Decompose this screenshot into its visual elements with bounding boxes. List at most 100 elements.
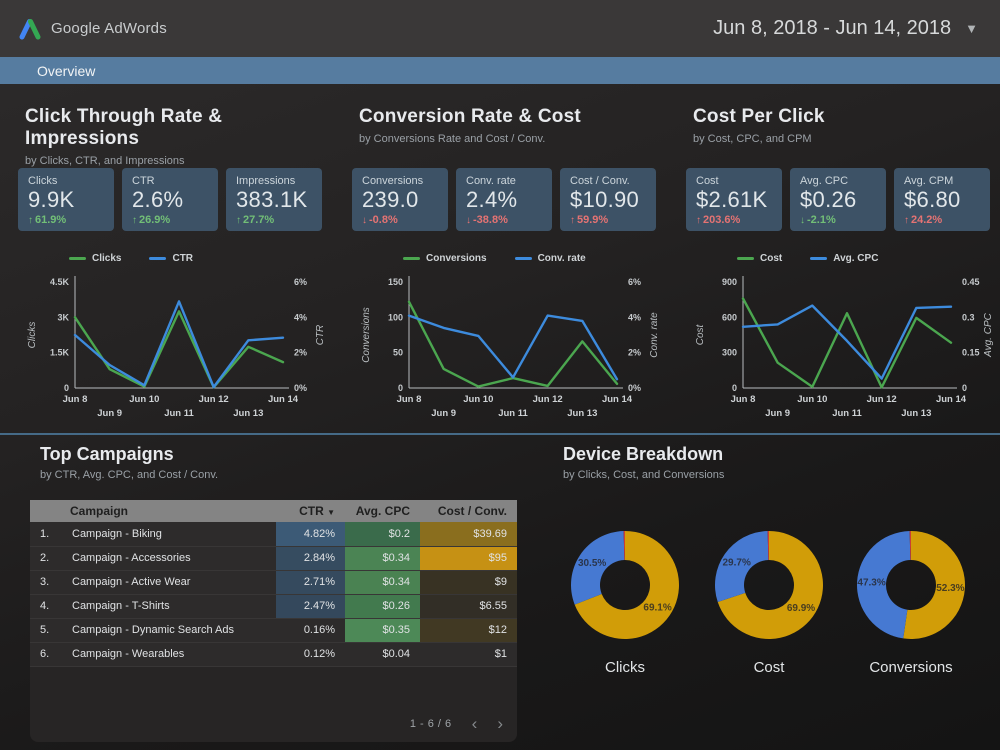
svg-text:Jun 14: Jun 14 [602, 394, 633, 405]
scorecard-delta: ↑ 59.9% [570, 214, 646, 226]
svg-text:6%: 6% [294, 277, 307, 287]
svg-text:Jun 12: Jun 12 [533, 394, 563, 405]
scorecard-label: CTR [132, 175, 155, 187]
date-range-selector[interactable]: Jun 8, 2018 - Jun 14, 2018 ▼ [713, 17, 978, 40]
svg-text:Jun 11: Jun 11 [832, 408, 862, 419]
scorecard-label: Cost / Conv. [570, 175, 630, 187]
scorecard-value: 9.9K [28, 187, 75, 212]
chart-legend: Cost Avg. CPC [693, 252, 999, 265]
table-header-row: Campaign CTR ▼ Avg. CPC Cost / Conv. [30, 500, 518, 522]
svg-text:0: 0 [732, 383, 737, 393]
svg-text:Cost: Cost [695, 323, 706, 345]
legend-item: Conv. rate [514, 253, 586, 264]
cost-conv-cell: $6.55 [420, 594, 518, 619]
scorecard-clicks: Clicks 9.9K ↑ 61.9% [18, 168, 114, 231]
svg-text:0: 0 [64, 383, 69, 393]
delta-arrow-icon: ↓ [466, 215, 471, 226]
legend-item: Clicks [69, 253, 121, 264]
scorecard-label: Conv. rate [466, 175, 516, 187]
adwords-triangle-icon [19, 18, 41, 39]
line-chart-conversions-rate[interactable]: 0 50 100 150 0% 2% 4% 6% Conversions Conv. rate Ju… [359, 270, 665, 428]
table-row[interactable]: 1. Campaign - Biking 4.82% $0.2 $39.69 [30, 522, 518, 547]
line-chart-clicks-ctr[interactable]: 0 1.5K 3K 4.5K 0% 2% 4% 6% Clicks CTR Jun 8 Jun 9 Ju… [25, 270, 331, 428]
table-subtitle: by CTR, Avg. CPC, and Cost / Conv. [40, 469, 219, 481]
table-row[interactable]: 5. Campaign - Dynamic Search Ads 0.16% $0.3… [30, 618, 518, 643]
chart-legend: Conversions Conv. rate [359, 252, 665, 265]
svg-text:0: 0 [398, 383, 403, 393]
ctr-cell: 2.84% [276, 546, 346, 571]
avg-cpc-cell: $0.34 [345, 570, 421, 595]
delta-value: -38.8% [473, 214, 508, 226]
section-title: Click Through Rate & Impressions [25, 106, 223, 149]
table-row[interactable]: 3. Campaign - Active Wear 2.71% $0.34 $9 [30, 570, 518, 595]
svg-text:Jun 8: Jun 8 [397, 394, 422, 405]
legend-swatch [69, 257, 86, 260]
delta-value: 203.6% [703, 214, 741, 226]
cost-conv-cell: $1 [420, 642, 518, 667]
section-subtitle: by Cost, CPC, and CPM [693, 133, 812, 145]
next-page-button[interactable]: › [497, 714, 503, 733]
donut-chart-conversions[interactable]: 52.3% 47.3% [846, 520, 976, 650]
scorecard-label: Avg. CPC [800, 175, 849, 187]
legend-label: Clicks [92, 253, 122, 264]
delta-arrow-icon: ↑ [236, 215, 241, 226]
pagination: 1 - 6 / 6 ‹ › [410, 715, 503, 732]
date-range-label: Jun 8, 2018 - Jun 14, 2018 [713, 17, 952, 39]
scorecard-label: Avg. CPM [904, 175, 954, 187]
line-chart-cost-cpc[interactable]: 0 300 600 900 0 0.15 0.3 0.45 Cost Avg. CPC Jun 8 J… [693, 270, 999, 428]
svg-text:Jun 13: Jun 13 [567, 408, 597, 419]
table-row[interactable]: 2. Campaign - Accessories 2.84% $0.34 $95 [30, 546, 518, 571]
app-title: Google AdWords [51, 20, 167, 37]
cost-conv-cell: $12 [420, 618, 518, 643]
row-index: 4. [30, 594, 70, 619]
campaign-cell: Campaign - Accessories [70, 546, 277, 571]
donut-caption-conversions: Conversions [869, 659, 953, 676]
ctr-cell: 0.16% [276, 618, 346, 643]
donut-chart-clicks[interactable]: 69.1% 30.5% [560, 520, 690, 650]
table-row[interactable]: 4. Campaign - T-Shirts 2.47% $0.26 $6.55 [30, 594, 518, 619]
delta-value: 26.9% [139, 214, 171, 226]
svg-text:Jun 8: Jun 8 [63, 394, 88, 405]
scorecard-value: $10.90 [570, 187, 640, 212]
legend-label: CTR [172, 253, 194, 264]
column-header-ctr[interactable]: CTR ▼ [276, 500, 346, 522]
ctr-cell: 2.71% [276, 570, 346, 595]
donut-chart-cost[interactable]: 69.9% 29.7% [704, 520, 834, 650]
prev-page-button[interactable]: ‹ [471, 714, 478, 733]
svg-text:Jun 11: Jun 11 [164, 408, 194, 419]
campaign-cell: Campaign - Wearables [70, 642, 277, 667]
table-row[interactable]: 6. Campaign - Wearables 0.12% $0.04 $1 [30, 642, 518, 667]
svg-text:600: 600 [722, 312, 737, 322]
delta-value: 59.9% [577, 214, 609, 226]
legend-label: Cost [760, 253, 783, 264]
column-header-avg-cpc[interactable]: Avg. CPC [345, 500, 421, 522]
donut-figure-conversions: 52.3% 47.3% Conversions [846, 520, 976, 676]
delta-value: 24.2% [911, 214, 943, 226]
device-breakdown-title: Device Breakdown [563, 444, 724, 464]
avg-cpc-cell: $0.35 [345, 618, 421, 643]
scorecard-value: 2.6% [132, 187, 184, 212]
svg-text:50: 50 [393, 348, 403, 358]
svg-text:Jun 9: Jun 9 [765, 408, 790, 419]
column-header-campaign[interactable]: Campaign [30, 500, 277, 522]
sort-desc-icon: ▼ [327, 508, 336, 517]
svg-text:3K: 3K [57, 312, 69, 322]
svg-text:1.5K: 1.5K [50, 348, 70, 358]
tab-overview[interactable]: Overview [37, 62, 96, 79]
device-breakdown-subtitle: by Clicks, Cost, and Conversions [563, 469, 725, 481]
cost-conv-cell: $9 [420, 570, 518, 595]
column-header-cost-conv[interactable]: Cost / Conv. [420, 500, 518, 522]
svg-text:30.5%: 30.5% [578, 558, 606, 569]
svg-text:0: 0 [962, 383, 967, 393]
avg-cpc-cell: $0.26 [345, 594, 421, 619]
row-index: 2. [30, 546, 70, 571]
svg-text:300: 300 [722, 348, 737, 358]
delta-value: -2.1% [807, 214, 836, 226]
ctr-cell: 4.82% [276, 522, 346, 547]
delta-arrow-icon: ↑ [696, 215, 701, 226]
svg-text:Jun 8: Jun 8 [731, 394, 756, 405]
campaign-table: Campaign CTR ▼ Avg. CPC Cost / Conv. 1. C… [30, 500, 518, 742]
delta-arrow-icon: ↓ [800, 215, 805, 226]
campaign-cell: Campaign - T-Shirts [70, 594, 277, 619]
svg-text:29.7%: 29.7% [723, 557, 751, 568]
